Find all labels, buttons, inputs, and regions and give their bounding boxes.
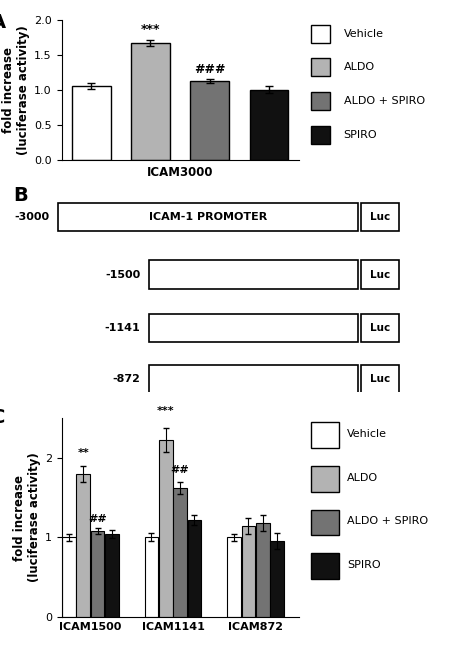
- Text: SPIRO: SPIRO: [347, 560, 381, 570]
- Bar: [91, 531, 104, 617]
- Text: -872: -872: [112, 374, 140, 385]
- Y-axis label: fold increase
(luciferase activity): fold increase (luciferase activity): [13, 453, 41, 582]
- Text: Luc: Luc: [370, 212, 390, 222]
- Text: ALDO + SPIRO: ALDO + SPIRO: [344, 96, 425, 106]
- Text: -1141: -1141: [104, 323, 140, 333]
- Bar: [311, 92, 330, 110]
- Bar: [227, 537, 241, 617]
- Text: ##: ##: [88, 514, 107, 524]
- Text: SPIRO: SPIRO: [344, 130, 377, 140]
- Text: ***: ***: [141, 24, 160, 37]
- Text: ICAM-1 PROMOTER: ICAM-1 PROMOTER: [149, 212, 267, 222]
- Bar: [362, 313, 399, 342]
- Text: -1500: -1500: [105, 270, 140, 279]
- Bar: [311, 553, 339, 579]
- Bar: [311, 125, 330, 144]
- Text: Vehicle: Vehicle: [347, 429, 387, 439]
- Bar: [311, 422, 339, 448]
- Y-axis label: fold increase
(luciferase activity): fold increase (luciferase activity): [2, 25, 30, 155]
- Bar: [311, 58, 330, 76]
- Bar: [76, 473, 90, 617]
- Bar: [270, 541, 284, 617]
- Text: B: B: [13, 186, 27, 205]
- Bar: [105, 534, 118, 617]
- Bar: [62, 537, 76, 617]
- Bar: [311, 25, 330, 42]
- Text: ***: ***: [157, 406, 174, 417]
- Bar: [191, 81, 229, 160]
- Text: ###: ###: [194, 63, 226, 76]
- Bar: [362, 365, 399, 394]
- Bar: [58, 202, 358, 231]
- Text: Vehicle: Vehicle: [344, 29, 383, 39]
- Bar: [188, 520, 201, 617]
- Text: A: A: [0, 12, 6, 31]
- Bar: [159, 440, 173, 617]
- Text: Luc: Luc: [370, 270, 390, 279]
- Bar: [250, 89, 288, 160]
- Text: Luc: Luc: [370, 374, 390, 385]
- Bar: [145, 537, 158, 617]
- Text: ALDO: ALDO: [344, 62, 374, 72]
- Bar: [149, 365, 358, 394]
- Bar: [131, 42, 170, 160]
- Bar: [311, 466, 339, 492]
- Text: -3000: -3000: [14, 212, 50, 222]
- Text: Luc: Luc: [370, 323, 390, 333]
- X-axis label: ICAM3000: ICAM3000: [147, 166, 213, 178]
- Bar: [256, 523, 270, 617]
- Text: **: **: [77, 448, 89, 458]
- Bar: [173, 488, 187, 617]
- Bar: [311, 509, 339, 535]
- Bar: [362, 260, 399, 289]
- Text: ALDO: ALDO: [347, 473, 378, 483]
- Bar: [72, 86, 110, 160]
- Text: C: C: [0, 408, 5, 427]
- Text: ALDO + SPIRO: ALDO + SPIRO: [347, 517, 428, 526]
- Bar: [149, 260, 358, 289]
- Text: ##: ##: [171, 466, 190, 475]
- Bar: [242, 526, 255, 617]
- Bar: [149, 313, 358, 342]
- Bar: [362, 202, 399, 231]
